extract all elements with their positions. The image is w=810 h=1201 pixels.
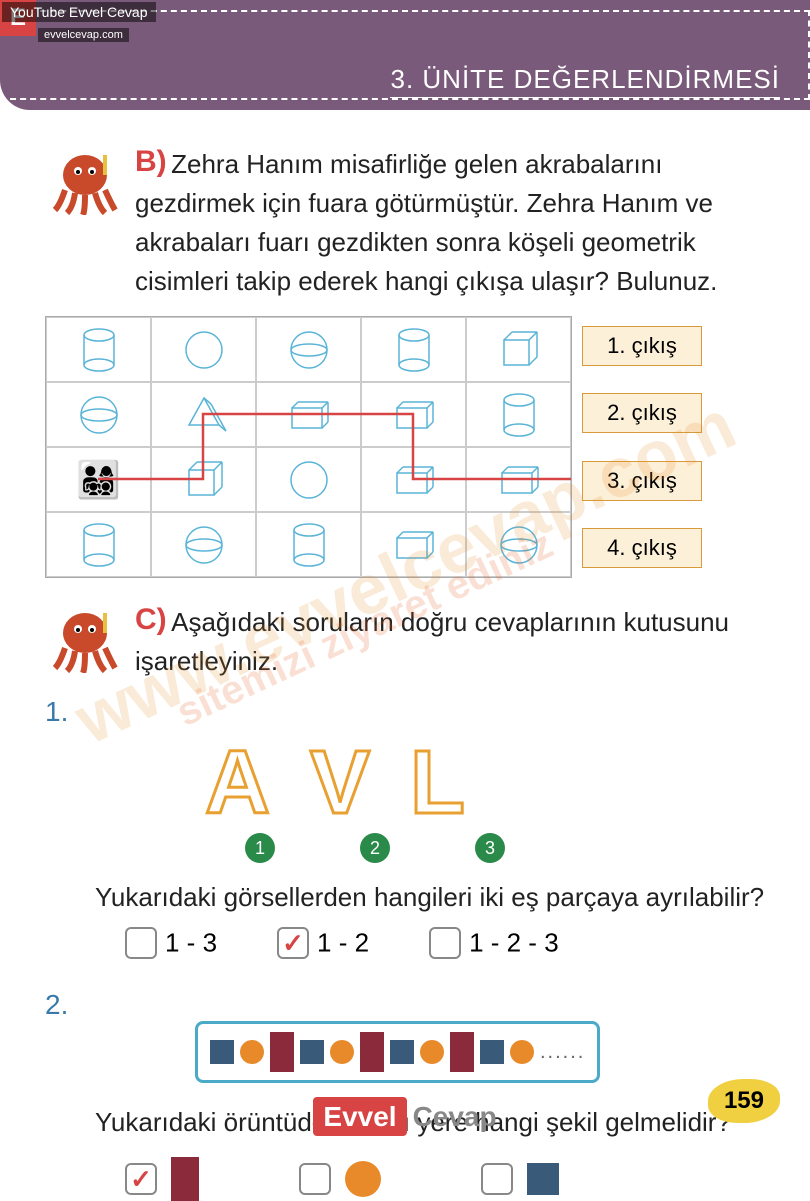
section-b: B) Zehra Hanım misafirliğe gelen akrabal… [45,145,765,578]
number-circle: 3 [475,833,505,863]
option-shape [171,1157,199,1201]
shape-cell [151,512,256,577]
footer-logo: EvvelCevap [313,1101,496,1133]
q1-prompt: Yukarıdaki görsellerden hangileri iki eş… [95,878,765,917]
page-number: 159 [708,1079,780,1123]
q1-options-row: 1 - 3 1 - 2 1 - 2 - 3 [125,927,765,959]
pattern-shape [480,1040,504,1064]
checkbox[interactable] [125,927,157,959]
exit-label: 4. çıkış [582,528,702,568]
q2-number: 2. [45,989,765,1021]
q1-letter-shapes: AVL [205,738,765,828]
checkbox[interactable] [277,927,309,959]
number-circle: 1 [245,833,275,863]
pattern-shape [510,1040,534,1064]
option-text: 1 - 2 - 3 [469,928,559,958]
shape-cell [256,317,361,382]
footer: EvvelCevap 159 [0,1101,810,1133]
exit-label: 3. çıkış [582,461,702,501]
shape-cell [361,317,466,382]
shape-cell [256,512,361,577]
option-text: 1 - 2 [317,928,369,958]
q2-options-row [125,1157,765,1201]
checkbox[interactable] [299,1163,331,1195]
shape-cell [361,512,466,577]
section-b-text: Zehra Hanım misafirliğe gelen akrabaları… [135,149,717,296]
pattern-shape [330,1040,354,1064]
header-band: E YouTube Evvel Cevap evvelcevap.com 3. … [0,0,810,110]
footer-logo-gray: Cevap [413,1101,497,1132]
pattern-shape [210,1040,234,1064]
option[interactable]: 1 - 2 [277,927,369,959]
shape-cell [466,447,571,512]
option-text: 1 - 3 [165,928,217,958]
option[interactable]: 1 - 2 - 3 [429,927,559,959]
pattern-shape [240,1040,264,1064]
shape-cell [46,317,151,382]
section-b-letter: B) [135,145,167,178]
shape-grid: 👨‍👩‍👧‍👦 [45,316,572,578]
option[interactable] [125,1157,199,1201]
exit-label: 2. çıkış [582,393,702,433]
outline-letter: A [205,738,270,828]
pattern-shape [270,1032,294,1072]
pattern-shape [450,1032,474,1072]
checkbox[interactable] [125,1163,157,1195]
shape-cell [46,382,151,447]
pattern-shape [420,1040,444,1064]
checkbox[interactable] [429,927,461,959]
section-c-letter: C) [135,603,167,636]
option[interactable]: 1 - 3 [125,927,217,959]
option-shape [527,1163,559,1195]
footer-logo-red: Evvel [313,1097,406,1136]
content-area: B) Zehra Hanım misafirliğe gelen akrabal… [0,110,810,1201]
watermark-url: evvelcevap.com [38,28,129,42]
octopus-icon [45,603,125,673]
shape-cell [46,512,151,577]
outline-letter: L [410,738,465,828]
option-shape [345,1161,381,1197]
option[interactable] [299,1161,381,1197]
page-title: 3. ÜNİTE DEĞERLENDİRMESİ [390,64,780,98]
q1-number-circles: 1 2 3 [245,833,765,863]
shape-cell [361,382,466,447]
exit-label: 1. çıkış [582,326,702,366]
section-c-text: Aşağıdaki soruların doğru cevaplarının k… [135,607,729,676]
exit-column: 1. çıkış 2. çıkış 3. çıkış 4. çıkış [582,316,702,578]
shape-cell [151,382,256,447]
shape-cell [256,382,361,447]
shape-cell [466,512,571,577]
shape-cell [361,447,466,512]
outline-letter: V [310,738,370,828]
shape-cell: 👨‍👩‍👧‍👦 [46,447,151,512]
pattern-box: ...... [195,1021,600,1083]
q1-number: 1. [45,696,765,728]
pattern-shape [390,1040,414,1064]
checkbox[interactable] [481,1163,513,1195]
shape-cell [466,317,571,382]
pattern-shape [360,1032,384,1072]
shape-cell [256,447,361,512]
shape-grid-area: 👨‍👩‍👧‍👦 1. çıkış 2. çıkış 3. çıkış 4. çıkış [45,316,765,578]
shape-cell [466,382,571,447]
shape-cell [151,317,256,382]
shape-cell [151,447,256,512]
octopus-icon [45,145,125,215]
watermark-youtube: YouTube Evvel Cevap [2,2,156,22]
pattern-shape [300,1040,324,1064]
pattern-blank: ...... [540,1041,585,1064]
number-circle: 2 [360,833,390,863]
option[interactable] [481,1163,559,1195]
